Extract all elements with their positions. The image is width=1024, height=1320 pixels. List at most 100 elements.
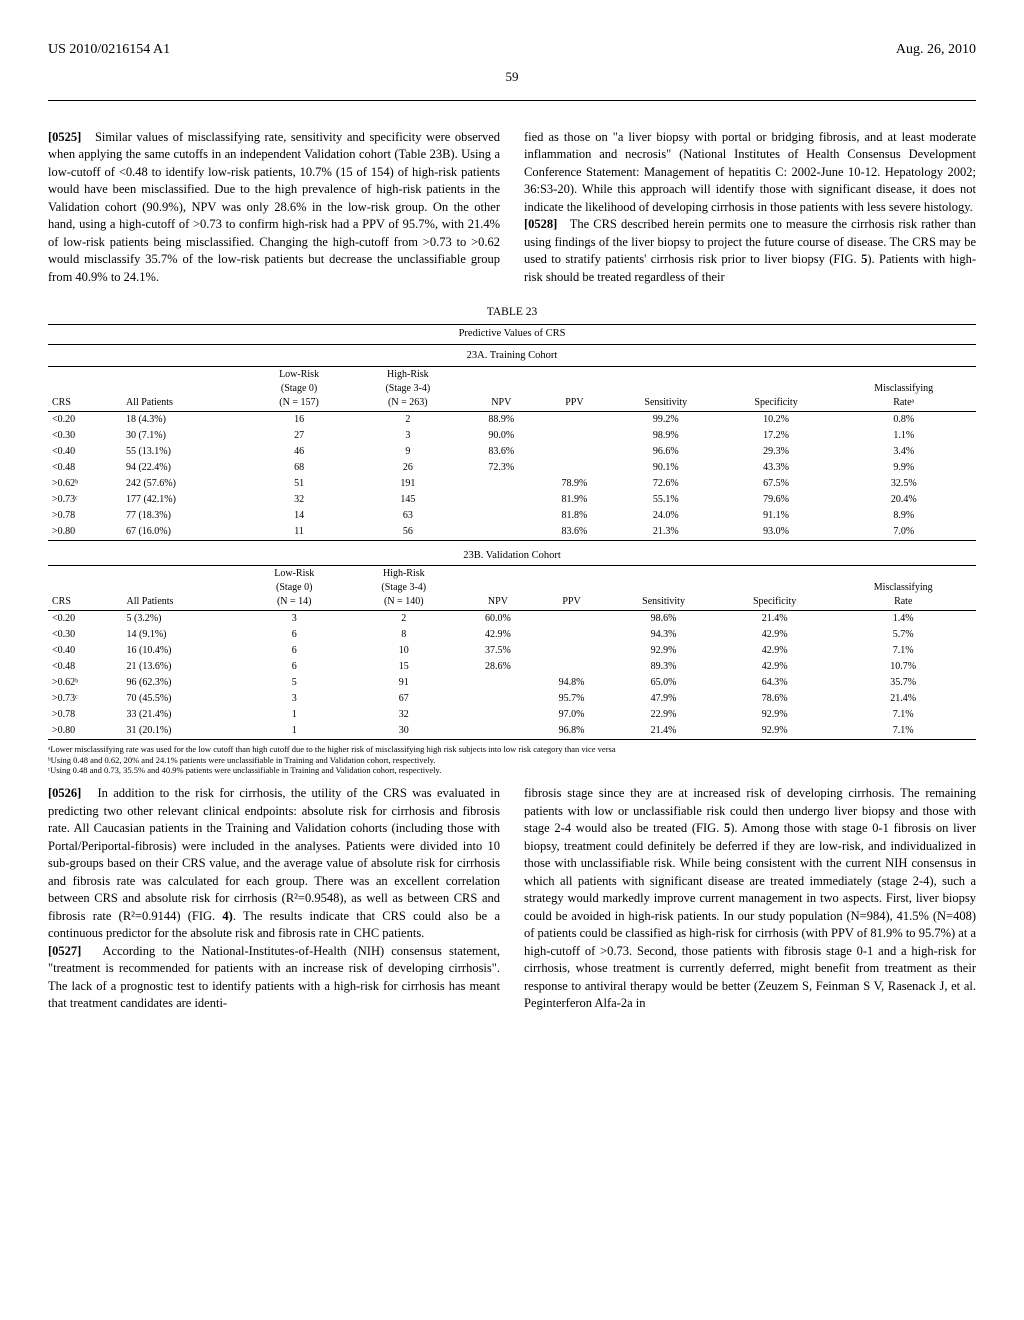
paragraph-0525: [0525] Similar values of misclassifying … xyxy=(48,129,500,287)
table-row: <0.3030 (7.1%)27390.0%98.9%17.2%1.1% xyxy=(48,428,976,444)
table-cell: 10.2% xyxy=(721,411,832,428)
table-cell: 78.6% xyxy=(719,691,831,707)
table-cell: <0.48 xyxy=(48,460,122,476)
table-cell: 89.3% xyxy=(608,659,718,675)
table-cell: 29.3% xyxy=(721,444,832,460)
para-num-0527: [0527] xyxy=(48,944,81,958)
table-cell: >0.62ᵇ xyxy=(48,476,122,492)
table-cell: 145 xyxy=(351,492,465,508)
table-row: <0.4055 (13.1%)46983.6%96.6%29.3%3.4% xyxy=(48,444,976,460)
para-num-0525: [0525] xyxy=(48,130,81,144)
table-cell: 21.3% xyxy=(611,524,721,541)
table-cell xyxy=(538,460,611,476)
th-spec: Specificity xyxy=(719,566,831,611)
table-row: <0.2018 (4.3%)16288.9%99.2%10.2%0.8% xyxy=(48,411,976,428)
table-cell: 64.3% xyxy=(719,675,831,691)
fig-ref-4: 4) xyxy=(222,909,232,923)
table-cell: 14 (9.1%) xyxy=(123,627,243,643)
table-cell: 6 xyxy=(242,627,346,643)
paragraph-right-top: fied as those on "a liver biopsy with po… xyxy=(524,129,976,217)
table-cell xyxy=(535,643,609,659)
th-allpatients: All Patients xyxy=(122,367,247,412)
table-cell: 99.2% xyxy=(611,411,721,428)
table-cell: 42.9% xyxy=(719,643,831,659)
table-label: TABLE 23 xyxy=(48,304,976,320)
table-cell: >0.80 xyxy=(48,524,122,541)
table-cell: 2 xyxy=(351,411,465,428)
table-cell: 92.9% xyxy=(608,643,718,659)
th-spec: Specificity xyxy=(721,367,832,412)
table-cell: 2 xyxy=(346,611,461,628)
table-cell: <0.40 xyxy=(48,444,122,460)
table-cell: 42.9% xyxy=(461,627,535,643)
para-text-rb-b: ). Among those with stage 0-1 fibrosis o… xyxy=(524,821,976,1010)
table-cell xyxy=(538,444,611,460)
table-cell: <0.30 xyxy=(48,627,123,643)
table-cell: 31 (20.1%) xyxy=(123,723,243,740)
table-cell xyxy=(461,675,535,691)
th-crs: CRS xyxy=(48,566,123,611)
th-highrisk: High-Risk (Stage 3-4) (N = 263) xyxy=(351,367,465,412)
table-cell: 27 xyxy=(247,428,351,444)
paragraph-0527: [0527] According to the National-Institu… xyxy=(48,943,500,1013)
table-subcaption-a: 23A. Training Cohort xyxy=(48,347,976,367)
table-cell: 46 xyxy=(247,444,351,460)
table-row: >0.73ᶜ177 (42.1%)3214581.9%55.1%79.6%20.… xyxy=(48,492,976,508)
table-cell: 42.9% xyxy=(719,627,831,643)
table-cell: 18 (4.3%) xyxy=(122,411,247,428)
table-cell: <0.48 xyxy=(48,659,123,675)
para-text-0526a: In addition to the risk for cirrhosis, t… xyxy=(48,786,500,923)
table-cell: 11 xyxy=(247,524,351,541)
table-cell: 32.5% xyxy=(831,476,976,492)
table-cell: >0.73ᶜ xyxy=(48,492,122,508)
table-cell xyxy=(465,524,538,541)
table-cell: 1 xyxy=(242,723,346,740)
table-cell: 17.2% xyxy=(721,428,832,444)
table-cell: 79.6% xyxy=(721,492,832,508)
table-cell: 15 xyxy=(346,659,461,675)
table-cell: 16 xyxy=(247,411,351,428)
table-cell: 22.9% xyxy=(608,707,718,723)
table-cell: 98.9% xyxy=(611,428,721,444)
publication-date: Aug. 26, 2010 xyxy=(896,40,976,60)
table-cell: 10.7% xyxy=(830,659,976,675)
table-cell: 47.9% xyxy=(608,691,718,707)
table-cell xyxy=(461,707,535,723)
table-cell: 56 xyxy=(351,524,465,541)
table-cell: 1.1% xyxy=(831,428,976,444)
table-cell: 191 xyxy=(351,476,465,492)
table-cell xyxy=(465,508,538,524)
table-row: <0.4016 (10.4%)61037.5%92.9%42.9%7.1% xyxy=(48,643,976,659)
th-lowrisk: Low-Risk (Stage 0) (N = 14) xyxy=(242,566,346,611)
table-cell: 32 xyxy=(247,492,351,508)
table-cell: 3.4% xyxy=(831,444,976,460)
left-column-lower: [0526] In addition to the risk for cirrh… xyxy=(48,785,500,1013)
table-cell: <0.20 xyxy=(48,611,123,628)
publication-number: US 2010/0216154 A1 xyxy=(48,40,170,60)
table-cell: 63 xyxy=(351,508,465,524)
right-column-upper: fied as those on "a liver biopsy with po… xyxy=(524,129,976,287)
table-cell: 81.9% xyxy=(538,492,611,508)
table-cell: 43.3% xyxy=(721,460,832,476)
table-cell: 51 xyxy=(247,476,351,492)
table-cell: 55.1% xyxy=(611,492,721,508)
table-cell xyxy=(461,723,535,740)
left-column-upper: [0525] Similar values of misclassifying … xyxy=(48,129,500,287)
para-num-0526: [0526] xyxy=(48,786,81,800)
table-cell: >0.73ᶜ xyxy=(48,691,123,707)
table-row: <0.3014 (9.1%)6842.9%94.3%42.9%5.7% xyxy=(48,627,976,643)
table-row: >0.62ᵇ96 (62.3%)59194.8%65.0%64.3%35.7% xyxy=(48,675,976,691)
right-column-lower: fibrosis stage since they are at increas… xyxy=(524,785,976,1013)
upper-columns: [0525] Similar values of misclassifying … xyxy=(48,129,976,287)
table-cell: 70 (45.5%) xyxy=(123,691,243,707)
table-cell xyxy=(461,691,535,707)
table-cell: 83.6% xyxy=(538,524,611,541)
table-cell: 26 xyxy=(351,460,465,476)
table-cell: 94.3% xyxy=(608,627,718,643)
table-cell: 14 xyxy=(247,508,351,524)
table-cell: >0.78 xyxy=(48,707,123,723)
table-cell: 16 (10.4%) xyxy=(123,643,243,659)
table-23b: CRS All Patients Low-Risk (Stage 0) (N =… xyxy=(48,566,976,740)
table-cell: 21 (13.6%) xyxy=(123,659,243,675)
footnote-a: ᵃLower misclassifying rate was used for … xyxy=(48,744,976,754)
